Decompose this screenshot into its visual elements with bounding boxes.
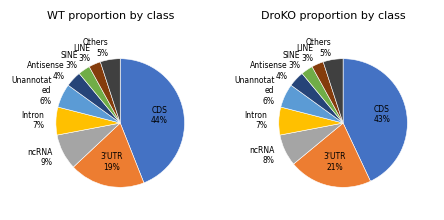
Text: Unannotat
ed
6%: Unannotat ed 6% [11, 76, 52, 106]
Wedge shape [302, 67, 343, 123]
Wedge shape [100, 59, 120, 123]
Wedge shape [312, 62, 343, 123]
Title: WT proportion by class: WT proportion by class [47, 11, 174, 21]
Text: Antisense
4%: Antisense 4% [27, 61, 65, 81]
Wedge shape [58, 85, 120, 123]
Text: ncRNA
8%: ncRNA 8% [249, 146, 274, 165]
Wedge shape [73, 123, 144, 187]
Wedge shape [89, 62, 120, 123]
Text: 3'UTR
21%: 3'UTR 21% [323, 152, 345, 172]
Text: Unannotat
ed
6%: Unannotat ed 6% [234, 76, 274, 106]
Text: LINE
3%: LINE 3% [296, 44, 313, 63]
Text: ncRNA
9%: ncRNA 9% [27, 148, 52, 167]
Wedge shape [68, 73, 120, 123]
Wedge shape [293, 123, 370, 187]
Text: Others
5%: Others 5% [305, 38, 331, 58]
Text: Others
5%: Others 5% [83, 38, 108, 58]
Wedge shape [291, 73, 343, 123]
Wedge shape [281, 85, 343, 123]
Text: Intron
7%: Intron 7% [21, 111, 44, 130]
Wedge shape [343, 59, 408, 181]
Text: 3'UTR
19%: 3'UTR 19% [100, 152, 123, 172]
Text: SINE
3%: SINE 3% [60, 51, 78, 70]
Text: CDS
44%: CDS 44% [151, 106, 168, 125]
Wedge shape [79, 67, 120, 123]
Text: Intron
7%: Intron 7% [244, 111, 267, 130]
Wedge shape [56, 107, 120, 135]
Text: Antisense
4%: Antisense 4% [250, 61, 288, 81]
Wedge shape [280, 123, 343, 164]
Text: LINE
3%: LINE 3% [73, 44, 90, 63]
Wedge shape [120, 59, 185, 183]
Wedge shape [57, 123, 120, 167]
Text: SINE
3%: SINE 3% [283, 51, 301, 70]
Text: CDS
43%: CDS 43% [373, 105, 390, 124]
Wedge shape [323, 59, 343, 123]
Title: DroKO proportion by class: DroKO proportion by class [261, 11, 406, 21]
Wedge shape [279, 107, 343, 135]
